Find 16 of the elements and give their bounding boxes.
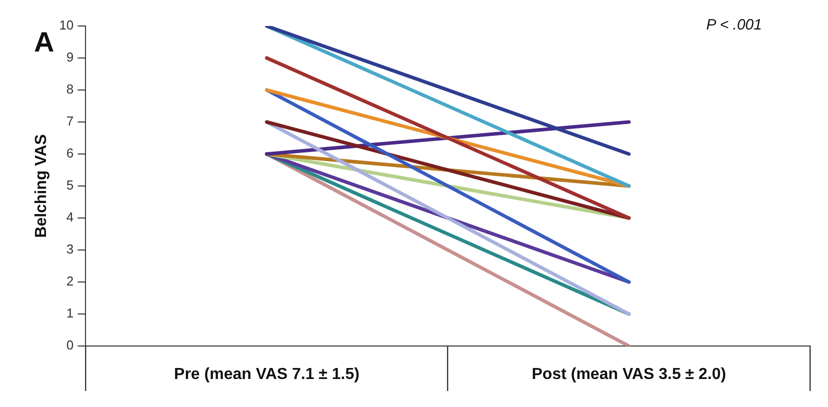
x-tick-label: Pre (mean VAS 7.1 ± 1.5) [174, 366, 360, 384]
y-tick-label: 1 [66, 306, 74, 321]
y-tick-label: 3 [66, 242, 74, 257]
y-tick-label: 2 [66, 274, 74, 289]
y-tick-label: 10 [59, 18, 74, 33]
text: A [34, 26, 54, 58]
y-tick-label: 4 [66, 210, 74, 225]
y-axis-title: Belching VAS [33, 134, 50, 238]
x-tick-label: Post (mean VAS 3.5 ± 2.0) [532, 366, 726, 384]
y-tick-label: 5 [66, 178, 74, 193]
y-tick-label: 8 [66, 82, 74, 97]
y-tick-label: 0 [66, 338, 74, 353]
y-tick-label: 9 [66, 50, 74, 65]
annotation: P < .001 [706, 16, 762, 34]
y-tick-label: 6 [66, 146, 74, 161]
y-tick-label: 7 [66, 114, 74, 129]
